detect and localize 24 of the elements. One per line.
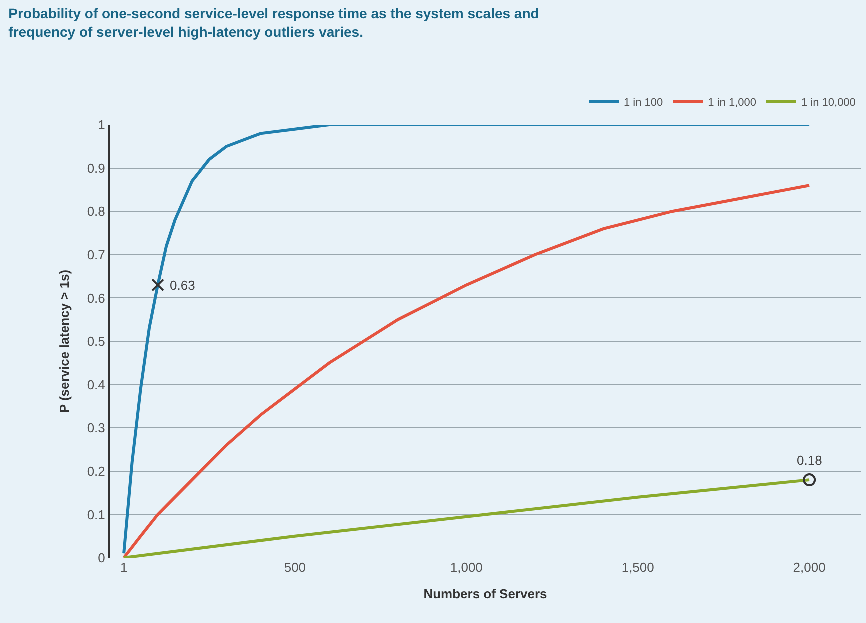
x-tick-label: 500 [284, 560, 306, 575]
chart-title: Probability of one-second service-level response time as the system scales and frequency of server-level high-latency outliers varies. [8, 6, 540, 40]
y-axis-title: P (service latency > 1s) [56, 270, 72, 414]
y-tick-label: 0 [98, 550, 106, 566]
legend-label: 1 in 1,000 [708, 97, 756, 110]
y-tick-label: 0.6 [87, 290, 106, 306]
legend-label: 1 in 100 [624, 97, 664, 110]
y-tick-label: 0.2 [87, 464, 106, 479]
y-tick-label: 0.1 [87, 507, 106, 522]
y-tick-label: 0.8 [87, 204, 106, 220]
x-tick-label: 2,000 [793, 560, 826, 575]
x-tick-label: 1,500 [622, 560, 654, 575]
legend-label: 1 in 10,000 [801, 97, 856, 110]
x-tick-label: 1,000 [450, 560, 483, 575]
y-tick-label: 0.4 [87, 377, 106, 392]
y-tick-label: 0.7 [87, 247, 106, 262]
y-tick-label: 1 [98, 118, 106, 133]
x-axis-title: Numbers of Servers [424, 586, 548, 602]
x-tick-label: 1 [120, 560, 128, 575]
y-tick-label: 0.9 [87, 160, 106, 176]
y-tick-label: 0.5 [87, 334, 106, 350]
y-tick-label: 0.3 [87, 420, 106, 436]
annotation: 0.63 [170, 278, 196, 293]
annotation: 0.18 [797, 453, 822, 468]
